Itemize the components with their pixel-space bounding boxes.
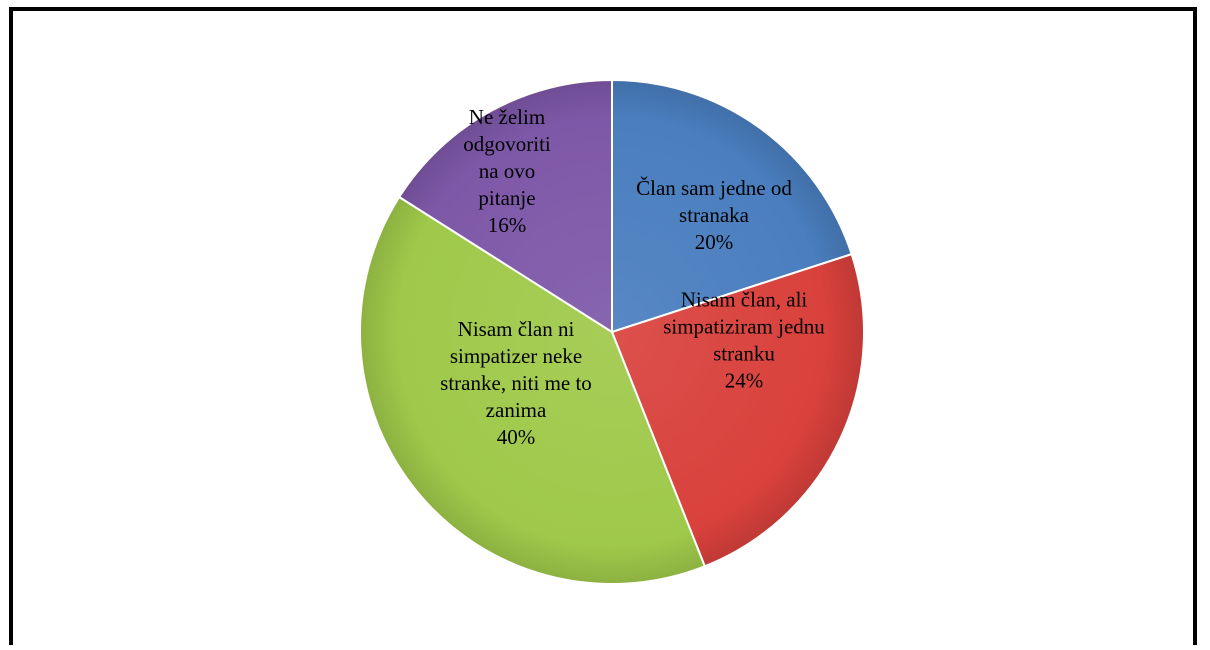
slice-label-2: Nisam član, ali simpatiziram jednu stranku… [663, 288, 825, 393]
pie-slices [359, 79, 866, 585]
slice-category-label: stranaka [679, 203, 750, 227]
slice-label-4: Ne želim odgovoriti na ovo pitanje 16% [463, 105, 551, 237]
slice-percent-label: 16% [488, 213, 527, 237]
slice-category-label: simpatiziram jednu [663, 315, 825, 339]
slice-label-3: Nisam član ni simpatizer neke stranke, nit… [440, 317, 592, 449]
slice-percent-label: 24% [725, 369, 764, 393]
slice-category-label: pitanje [478, 186, 535, 210]
slice-category-label: stranku [713, 342, 775, 366]
slice-category-label: zanima [486, 398, 547, 422]
pie-labels: Član sam jedne od stranaka 20% Nisam član, … [440, 105, 825, 449]
slice-category-label: Član sam jedne od [636, 176, 792, 200]
slice-category-label: simpatizer neke [450, 344, 582, 368]
slice-percent-label: 40% [497, 425, 536, 449]
slice-category-label: odgovoriti [463, 132, 551, 156]
pie-slice-1 [611, 79, 853, 333]
pie-slice-2 [611, 253, 866, 568]
slice-category-label: Ne želim [469, 105, 545, 129]
slice-category-label: na ovo [479, 159, 536, 183]
slice-category-label: Nisam član, ali [681, 288, 808, 312]
slice-label-1: Član sam jedne od stranaka 20% [636, 176, 792, 254]
pie-slice-4 [398, 79, 613, 333]
slice-category-label: stranke, niti me to [440, 371, 592, 395]
slice-percent-label: 20% [695, 230, 734, 254]
slice-category-label: Nisam član ni [458, 317, 575, 341]
chart-frame [9, 7, 1197, 645]
pie-slice-3 [359, 195, 706, 585]
